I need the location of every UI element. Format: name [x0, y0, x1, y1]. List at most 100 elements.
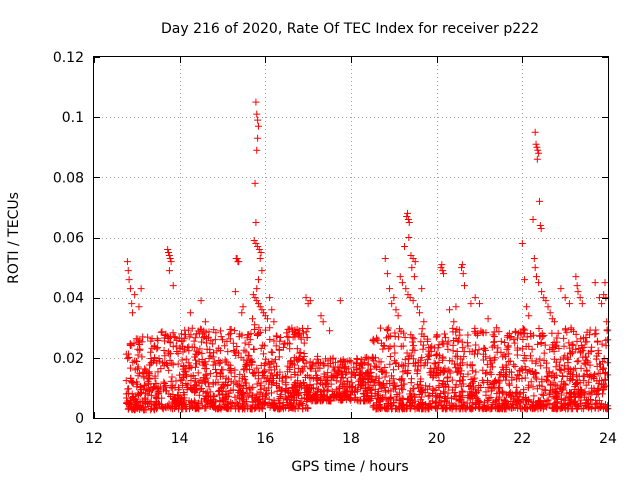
data-point — [191, 334, 199, 342]
data-point — [389, 375, 397, 383]
data-point — [169, 361, 177, 369]
data-point — [418, 285, 426, 293]
data-point — [190, 337, 198, 345]
data-point — [592, 387, 600, 395]
data-point — [195, 391, 203, 399]
data-point — [294, 377, 302, 385]
data-point — [410, 335, 418, 343]
data-point — [245, 331, 253, 339]
data-point — [574, 357, 582, 365]
data-point — [209, 340, 217, 348]
data-point — [320, 391, 328, 399]
data-point — [263, 315, 271, 323]
data-point — [433, 369, 441, 377]
data-point — [588, 388, 596, 396]
data-point — [561, 395, 569, 403]
data-point — [533, 143, 541, 151]
data-point — [561, 326, 569, 334]
data-point — [226, 335, 234, 343]
data-point — [424, 385, 432, 393]
data-point — [320, 361, 328, 369]
data-point — [231, 366, 239, 374]
data-point — [399, 401, 407, 409]
data-point — [470, 378, 478, 386]
data-point — [546, 391, 554, 399]
data-point — [439, 354, 447, 362]
data-point — [398, 394, 406, 402]
data-point — [535, 149, 543, 157]
data-point — [375, 381, 383, 389]
data-point — [263, 374, 271, 382]
data-point — [165, 366, 173, 374]
data-point — [244, 392, 252, 400]
axis-ticks: 12 14 16 18 20 22 24 0 0.02 0.04 0.06 0.08 0.1 0.12 — [53, 50, 617, 447]
data-point — [206, 349, 214, 357]
data-point — [238, 309, 246, 317]
data-point — [252, 240, 260, 248]
data-point — [519, 366, 527, 374]
data-point — [403, 349, 411, 357]
data-point — [520, 386, 528, 394]
data-point — [133, 357, 141, 365]
data-point — [251, 404, 259, 412]
data-point — [496, 377, 504, 385]
data-point — [426, 352, 434, 360]
data-point — [399, 386, 407, 394]
data-point — [471, 346, 479, 354]
data-point — [196, 385, 204, 393]
data-point — [298, 400, 306, 408]
data-point — [207, 337, 215, 345]
data-point — [560, 334, 568, 342]
data-point — [502, 376, 510, 384]
data-point — [341, 358, 349, 366]
data-point — [471, 374, 479, 382]
data-point — [129, 379, 137, 387]
data-point — [242, 361, 250, 369]
data-point — [550, 318, 558, 326]
data-point — [145, 369, 153, 377]
data-point — [357, 369, 365, 377]
data-point — [202, 328, 210, 336]
data-point — [529, 383, 537, 391]
data-point — [564, 364, 572, 372]
data-point — [530, 392, 538, 400]
data-point — [182, 380, 190, 388]
data-point — [386, 402, 394, 410]
data-point — [504, 343, 512, 351]
data-point — [307, 374, 315, 382]
data-point — [192, 356, 200, 364]
data-point — [374, 390, 382, 398]
data-point — [138, 353, 146, 361]
data-point — [488, 385, 496, 393]
y-tick-label: 0.08 — [53, 170, 84, 186]
data-point — [418, 354, 426, 362]
data-point — [515, 397, 523, 405]
data-point — [173, 391, 181, 399]
data-point — [258, 267, 266, 275]
data-point — [203, 345, 211, 353]
data-point — [401, 356, 409, 364]
data-point — [538, 329, 546, 337]
data-point — [417, 386, 425, 394]
data-point — [562, 405, 570, 413]
data-point — [424, 392, 432, 400]
data-point — [266, 294, 274, 302]
data-point — [299, 356, 307, 364]
data-point — [506, 389, 514, 397]
data-point — [460, 348, 468, 356]
data-point — [528, 345, 536, 353]
data-point — [434, 363, 442, 371]
data-point — [288, 392, 296, 400]
data-point — [410, 273, 418, 281]
data-point — [404, 209, 412, 217]
data-point — [300, 394, 308, 402]
data-point — [402, 285, 410, 293]
data-point — [135, 303, 143, 311]
data-point — [440, 270, 448, 278]
data-point — [516, 367, 524, 375]
data-point — [154, 336, 162, 344]
data-point — [324, 357, 332, 365]
data-point — [463, 339, 471, 347]
data-point — [179, 337, 187, 345]
